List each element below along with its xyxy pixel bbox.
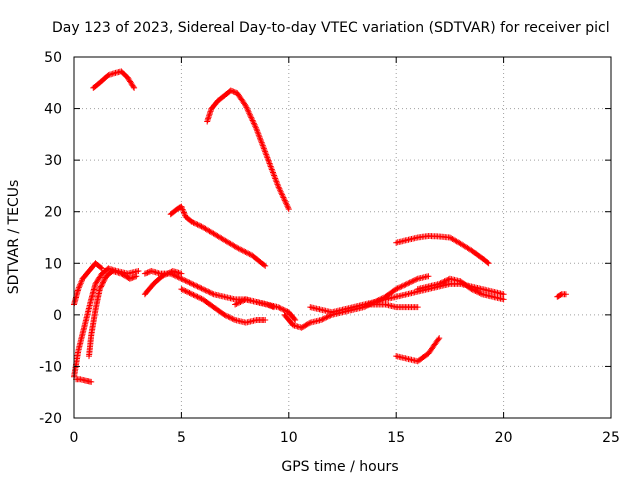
series-arc-8: [86, 268, 140, 360]
y-tick-label: 50: [44, 50, 62, 66]
y-tick-label: -20: [39, 411, 62, 427]
x-tick-label: 15: [387, 430, 405, 446]
series-markers: [178, 286, 269, 326]
x-tick-label: 20: [495, 430, 513, 446]
series-markers: [281, 273, 432, 331]
series-markers: [393, 335, 443, 365]
series-markers: [73, 376, 95, 385]
series-markers: [90, 68, 138, 91]
grid: [74, 57, 611, 418]
series-markers: [232, 296, 277, 311]
x-tick-label: 10: [280, 430, 298, 446]
series-arc-11: [141, 268, 185, 298]
series-arc-17: [414, 275, 507, 303]
y-tick-label: 10: [44, 256, 62, 272]
series-arc-2: [204, 87, 292, 213]
y-tick-label: 30: [44, 153, 62, 169]
y-tick-label: 20: [44, 205, 62, 221]
series-markers: [204, 87, 292, 213]
y-axis-label: SDTVAR / TECUs: [6, 180, 22, 295]
series-arc-3: [167, 203, 269, 269]
y-tick-label: -10: [39, 359, 62, 375]
series-arc-14: [281, 273, 432, 331]
series-arc-6: [73, 376, 95, 385]
series-arc-5: [393, 335, 443, 365]
series-arc-4: [393, 233, 492, 267]
series-arc-18: [554, 291, 569, 300]
chart-title: Day 123 of 2023, Sidereal Day-to-day VTE…: [52, 20, 610, 36]
series-markers: [86, 268, 140, 360]
x-axis-label: GPS time / hours: [281, 459, 398, 475]
data-series: [71, 68, 569, 385]
series-arc-12: [178, 286, 269, 326]
series-markers: [167, 203, 269, 269]
y-tick-label: 0: [53, 308, 62, 324]
series-arc-13: [232, 296, 277, 311]
x-tick-label: 25: [602, 430, 620, 446]
y-tick-label: 40: [44, 102, 62, 118]
series-markers: [393, 233, 492, 267]
plot-frame: [73, 56, 612, 419]
series-markers: [554, 291, 569, 300]
axes: 0 5 10 15 20 25 -20 -10 0 10 20 30 40 50: [39, 50, 620, 446]
series-markers: [414, 275, 507, 303]
x-tick-label: 0: [70, 430, 79, 446]
x-tick-label: 5: [177, 430, 186, 446]
series-arc-1: [90, 68, 138, 91]
series-markers: [141, 268, 185, 298]
